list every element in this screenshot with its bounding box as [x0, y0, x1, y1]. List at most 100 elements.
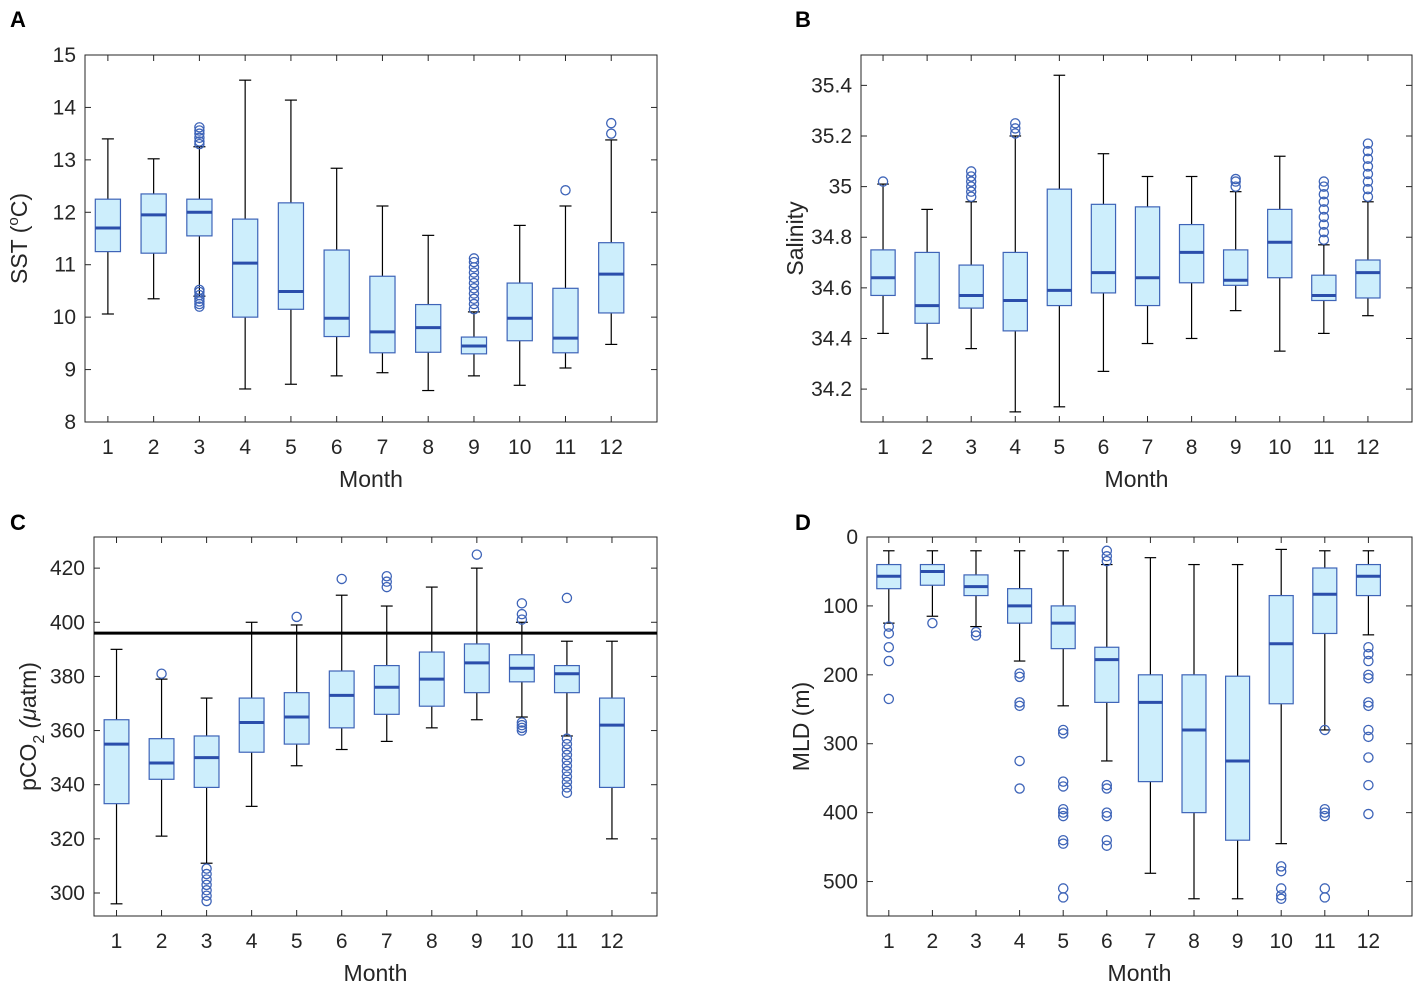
box-iqr — [1181, 674, 1207, 814]
y-tick-label: 380 — [50, 665, 85, 688]
y-tick-label: 14 — [53, 96, 77, 119]
outlier-point — [1010, 123, 1021, 134]
box-iqr — [919, 563, 945, 586]
outlier-point — [1319, 892, 1331, 903]
box-month-1 — [103, 648, 130, 905]
outlier-point — [1363, 648, 1374, 660]
x-tick-label: 12 — [600, 436, 623, 459]
x-tick-label: 7 — [1142, 436, 1154, 459]
x-tick-label: 10 — [1270, 930, 1293, 953]
x-tick-label: 12 — [600, 930, 623, 953]
outlier-point — [381, 581, 393, 593]
x-tick-label: 8 — [1188, 930, 1200, 953]
outlier-point — [1230, 176, 1241, 187]
x-tick-label: 10 — [1268, 436, 1291, 459]
outlier-point — [561, 771, 573, 782]
box-month-10 — [1267, 155, 1293, 352]
box-month-3 — [193, 697, 220, 907]
outlier-point — [291, 611, 302, 623]
outlier-point — [1230, 181, 1241, 192]
box-iqr — [140, 193, 167, 254]
box-month-12 — [598, 117, 625, 346]
box-month-5 — [277, 99, 305, 385]
box-iqr — [238, 697, 265, 753]
outlier-point — [1363, 669, 1374, 681]
box-iqr — [1002, 251, 1029, 332]
y-tick-label: 10 — [53, 306, 76, 329]
outlier-point — [381, 571, 393, 582]
box-iqr — [552, 287, 579, 354]
x-tick-label: 8 — [426, 930, 438, 953]
outlier-point — [1362, 153, 1374, 165]
x-tick-label: 6 — [1101, 930, 1113, 953]
box-iqr — [1134, 206, 1161, 307]
y-tick-label: 100 — [823, 595, 858, 618]
outlier-point — [1363, 779, 1374, 791]
outlier-point — [194, 136, 205, 147]
outlier-point — [561, 755, 573, 766]
outlier-point — [1275, 865, 1287, 877]
x-tick-label: 4 — [246, 930, 258, 953]
box-month-1 — [870, 176, 896, 335]
y-tick-label: 35 — [829, 176, 852, 199]
outlier-point — [516, 717, 528, 728]
box-month-4 — [238, 621, 265, 807]
outlier-point — [1275, 893, 1287, 905]
x-tick-label: 5 — [1057, 930, 1069, 953]
y-tick-label: 9 — [64, 359, 76, 382]
y-axis-label: MLD (m) — [788, 682, 814, 771]
y-axis-label: SST (oC) — [5, 193, 32, 284]
outlier-point — [468, 256, 480, 268]
outlier-point — [1014, 783, 1025, 794]
x-tick-label: 7 — [1145, 930, 1157, 953]
outlier-point — [1057, 807, 1069, 818]
outlier-point — [468, 253, 480, 264]
box-iqr — [1050, 605, 1076, 650]
outlier-point — [194, 122, 205, 133]
outlier-point — [1014, 671, 1025, 683]
outlier-point — [336, 573, 347, 585]
y-tick-label: 35.4 — [811, 74, 852, 97]
outlier-point — [381, 576, 393, 587]
outlier-point — [201, 885, 212, 896]
x-axis-label: Month — [1108, 960, 1172, 986]
outlier-point — [1319, 883, 1331, 894]
box-month-10 — [508, 598, 535, 736]
outlier-point — [965, 176, 977, 187]
x-axis-label: Month — [339, 466, 403, 492]
box-month-9 — [460, 253, 488, 377]
x-tick-label: 4 — [1014, 930, 1026, 953]
x-tick-label: 5 — [285, 436, 297, 459]
x-tick-label: 8 — [422, 436, 434, 459]
x-tick-label: 11 — [1313, 436, 1335, 459]
outlier-point — [1057, 883, 1069, 894]
y-tick-label: 34.4 — [811, 327, 852, 350]
outlier-point — [970, 630, 982, 641]
outlier-point — [1362, 145, 1374, 157]
y-tick-label: 34.8 — [811, 226, 852, 249]
box-month-7 — [1134, 175, 1161, 345]
outlier-point — [1057, 728, 1069, 739]
outlier-point — [970, 626, 982, 638]
box-month-12 — [598, 640, 625, 840]
outlier-point — [1275, 890, 1287, 901]
outlier-point — [1014, 700, 1025, 712]
outlier-point — [468, 267, 480, 278]
box-month-9 — [1222, 173, 1249, 312]
outlier-point — [516, 725, 528, 736]
outlier-point — [1318, 176, 1330, 187]
outlier-point — [468, 298, 480, 310]
outlier-point — [965, 166, 977, 177]
y-tick-label: 8 — [64, 411, 76, 434]
box-month-4 — [1002, 118, 1029, 413]
outlier-point — [605, 128, 617, 139]
outlier-point — [1057, 724, 1069, 736]
outlier-point — [516, 722, 528, 734]
outlier-point — [1101, 810, 1113, 822]
box-month-3 — [186, 122, 213, 312]
box-iqr — [373, 664, 400, 715]
box-iqr — [1225, 675, 1251, 841]
y-tick-label: 12 — [53, 201, 76, 224]
outlier-point — [201, 890, 212, 901]
